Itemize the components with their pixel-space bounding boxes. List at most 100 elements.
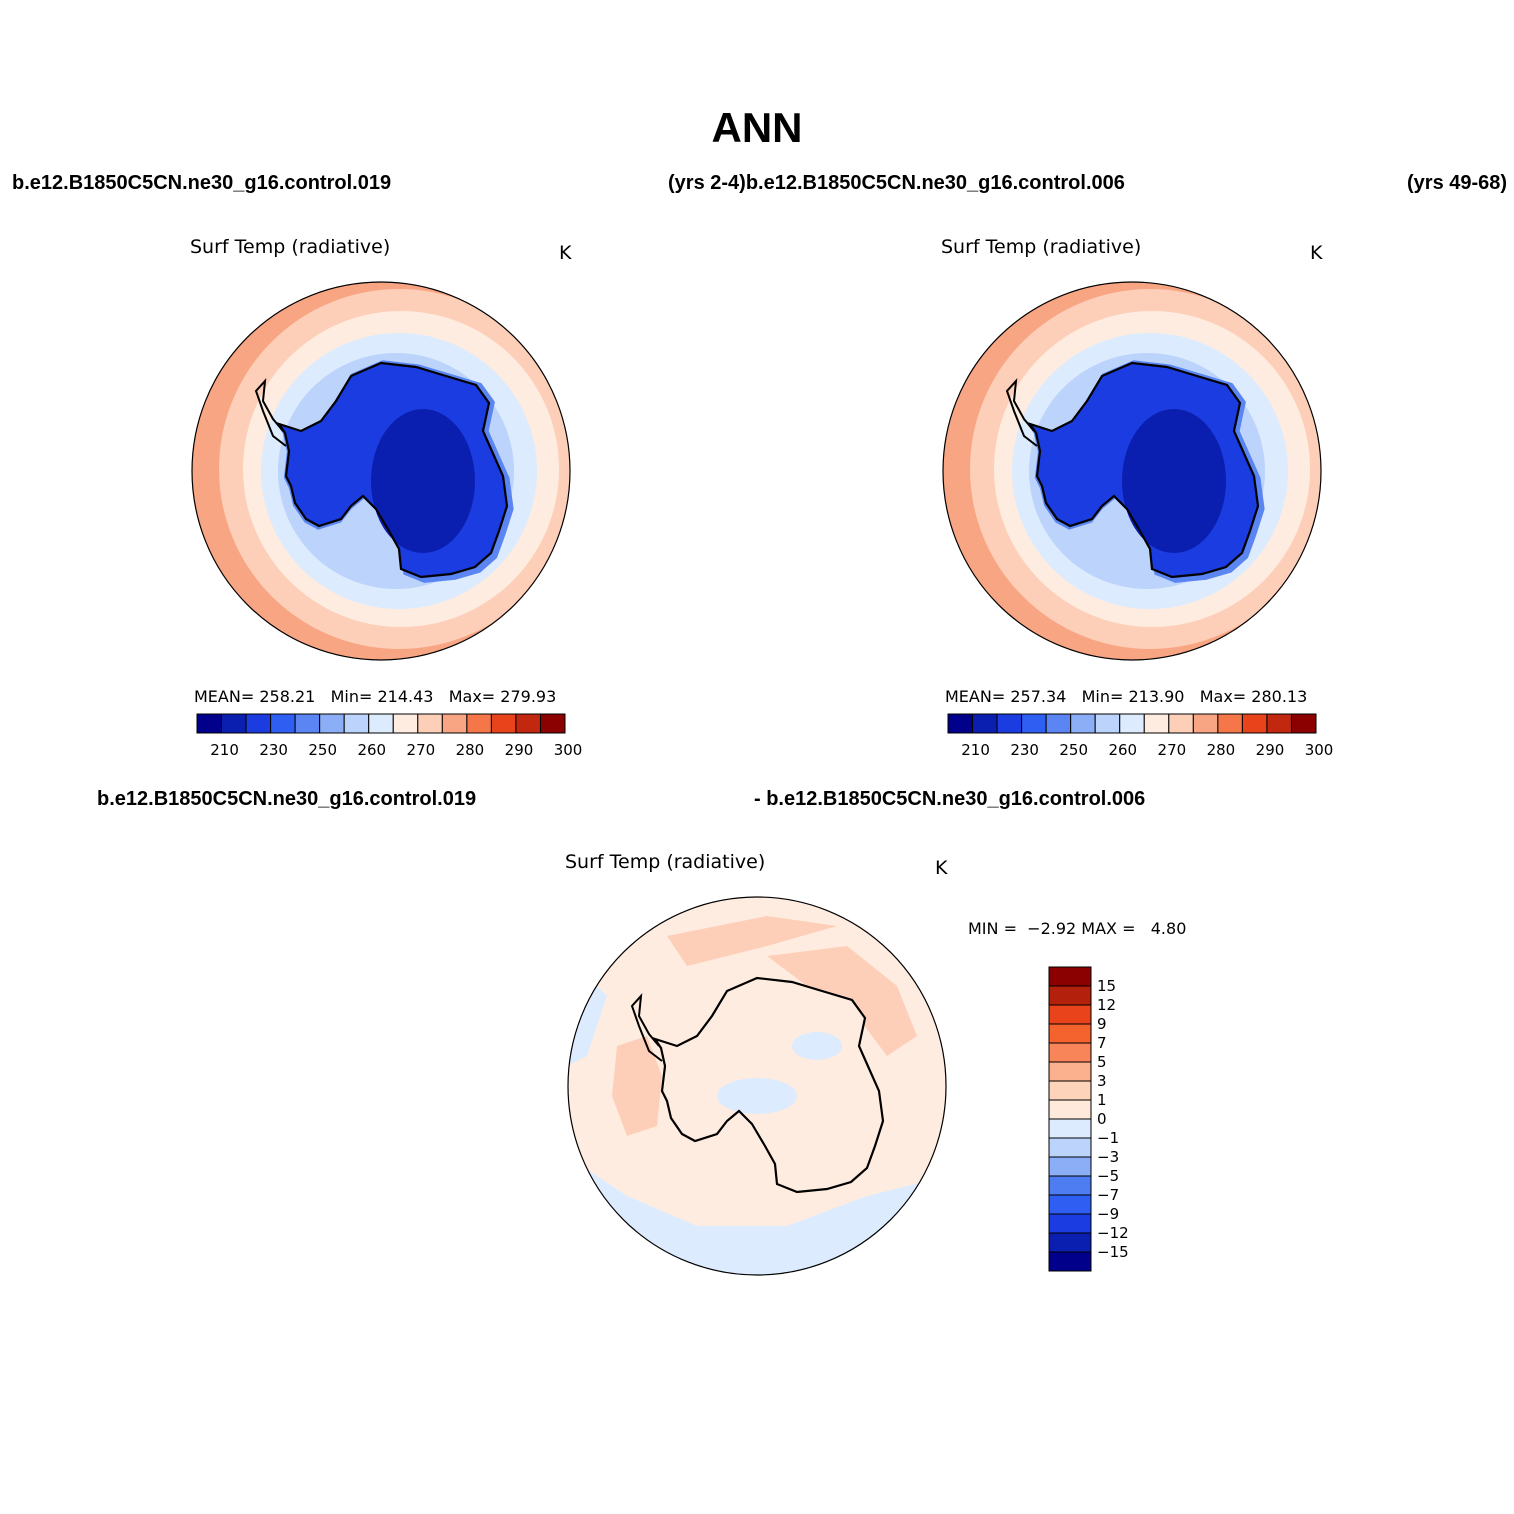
panel2-polar-map bbox=[942, 281, 1322, 661]
panel1-mean-label: MEAN= bbox=[194, 687, 255, 706]
negative-anomaly-interior bbox=[717, 1078, 797, 1114]
polar-plateau bbox=[371, 409, 475, 553]
panel2-max-value: 280.13 bbox=[1251, 687, 1308, 706]
colorbar-swatch bbox=[1048, 1080, 1092, 1101]
panel3-min-value: −2.92 bbox=[1027, 919, 1077, 938]
colorbar-tick-label: 260 bbox=[1108, 741, 1137, 759]
colorbar-swatch bbox=[1021, 713, 1047, 734]
colorbar-swatch bbox=[1266, 713, 1292, 734]
colorbar-tick-label: 9 bbox=[1097, 1015, 1107, 1033]
colorbar-tick-label: 250 bbox=[308, 741, 337, 759]
colorbar-tick-label: 1 bbox=[1097, 1091, 1107, 1109]
colorbar-swatch bbox=[1048, 1213, 1092, 1234]
coastline bbox=[276, 361, 509, 579]
page-title: ANN bbox=[711, 104, 803, 151]
colorbar-tick-label: 230 bbox=[1010, 741, 1039, 759]
panel2-units: K bbox=[1310, 242, 1323, 264]
panel2-stats: MEAN= 257.34 Min= 213.90 Max= 280.13 bbox=[945, 687, 1307, 706]
colorbar-tick-label: 270 bbox=[407, 741, 436, 759]
panel1-units: K bbox=[559, 242, 572, 264]
panel1-title: Surf Temp (radiative) bbox=[190, 236, 391, 258]
colorbar-swatch bbox=[294, 713, 321, 734]
colorbar-swatch bbox=[1048, 1061, 1092, 1082]
colorbar-swatch bbox=[1048, 1099, 1092, 1120]
panel1-mean-value: 258.21 bbox=[259, 687, 316, 706]
colorbar-swatch bbox=[196, 713, 223, 734]
panel1-stats: MEAN= 258.21 Min= 214.43 Max= 279.93 bbox=[194, 687, 556, 706]
colorbar-swatch bbox=[1290, 713, 1317, 734]
colorbar-tick-label: 290 bbox=[505, 741, 534, 759]
peninsula-coast bbox=[1005, 378, 1038, 447]
colorbar-swatch bbox=[1070, 713, 1096, 734]
colorbar-swatch bbox=[221, 713, 247, 734]
colorbar-tick-label: 15 bbox=[1097, 977, 1116, 995]
case-label-top-right: (yrs 49-68) bbox=[1407, 172, 1507, 194]
colorbar-tick-label: −3 bbox=[1097, 1148, 1119, 1166]
colorbar-swatch bbox=[1048, 1023, 1092, 1044]
colorbar-swatch bbox=[466, 713, 492, 734]
colorbar-tick-label: 7 bbox=[1097, 1034, 1107, 1052]
colorbar-tick-label: 210 bbox=[961, 741, 990, 759]
colorbar-swatch bbox=[1168, 713, 1194, 734]
colorbar-tick-label: 290 bbox=[1256, 741, 1285, 759]
colorbar-swatch bbox=[996, 713, 1023, 734]
colorbar-tick-label: −12 bbox=[1097, 1224, 1129, 1242]
colorbar-tick-label: 300 bbox=[1305, 741, 1334, 759]
panel1-min-value: 214.43 bbox=[377, 687, 434, 706]
colorbar-swatch bbox=[1048, 1156, 1092, 1177]
map-border bbox=[191, 281, 571, 661]
colorbar-swatch bbox=[270, 713, 296, 734]
panel3-units: K bbox=[935, 857, 948, 879]
colorbar-tick-label: 260 bbox=[357, 741, 386, 759]
case-label-top-left: b.e12.B1850C5CN.ne30_g16.control.019 bbox=[12, 172, 392, 194]
colorbar-swatch bbox=[1048, 1004, 1092, 1025]
panel1-max-value: 279.93 bbox=[500, 687, 557, 706]
colorbar-swatch bbox=[245, 713, 272, 734]
panel2-mean-value: 257.34 bbox=[1010, 687, 1067, 706]
peninsula-coast bbox=[630, 993, 663, 1062]
panel1-max-label: Max= bbox=[448, 687, 496, 706]
case-label-bottom-center: - b.e12.B1850C5CN.ne30_g16.control.006 bbox=[754, 788, 1146, 810]
colorbar-swatch bbox=[1048, 1042, 1092, 1063]
colorbar-swatch bbox=[1241, 713, 1268, 734]
colorbar-swatch bbox=[392, 713, 419, 734]
coastline bbox=[1027, 361, 1260, 579]
colorbar-swatch bbox=[343, 713, 370, 734]
panel3-title: Surf Temp (radiative) bbox=[565, 851, 766, 873]
case-label-bottom-left: b.e12.B1850C5CN.ne30_g16.control.019 bbox=[97, 788, 477, 810]
colorbar-tick-label: 270 bbox=[1158, 741, 1187, 759]
colorbar-tick-label: −15 bbox=[1097, 1243, 1129, 1261]
polar-plateau bbox=[1122, 409, 1226, 553]
colorbar-tick-label: 0 bbox=[1097, 1110, 1107, 1128]
colorbar-swatch bbox=[319, 713, 345, 734]
panel3-stats: MIN = −2.92 MAX = 4.80 bbox=[968, 919, 1186, 938]
negative-anomaly-plateau bbox=[792, 1032, 842, 1060]
colorbar-swatch bbox=[1094, 713, 1121, 734]
panel1-min-label: Min= bbox=[330, 687, 373, 706]
colorbar-tick-label: −5 bbox=[1097, 1167, 1119, 1185]
colorbar-swatch bbox=[972, 713, 998, 734]
positive-anomaly-north bbox=[667, 916, 837, 966]
colorbar-swatch bbox=[1048, 1137, 1092, 1158]
colorbar-swatch bbox=[539, 713, 566, 734]
panel2-title: Surf Temp (radiative) bbox=[941, 236, 1142, 258]
colorbar-swatch bbox=[1048, 1175, 1092, 1196]
peninsula-coast bbox=[254, 378, 287, 447]
colorbar-swatch bbox=[441, 713, 468, 734]
colorbar-swatch bbox=[1048, 966, 1092, 987]
panel2-min-label: Min= bbox=[1081, 687, 1124, 706]
case-label-top-center: (yrs 2-4)b.e12.B1850C5CN.ne30_g16.contro… bbox=[668, 172, 1125, 194]
colorbar-tick-label: 3 bbox=[1097, 1072, 1107, 1090]
colorbar-swatch bbox=[368, 713, 394, 734]
colorbar-swatch bbox=[1048, 1251, 1092, 1272]
panel3-polar-map bbox=[567, 896, 947, 1276]
colorbar-swatch bbox=[1048, 1194, 1092, 1215]
colorbar-swatch bbox=[1217, 713, 1243, 734]
colorbar-tick-label: −7 bbox=[1097, 1186, 1119, 1204]
colorbar-tick-label: 230 bbox=[259, 741, 288, 759]
colorbar-tick-label: 300 bbox=[554, 741, 583, 759]
colorbar-swatch bbox=[1192, 713, 1219, 734]
panel1-colorbar: 210 230 250 260 270 280 290 300 bbox=[196, 713, 582, 759]
negative-anomaly-south bbox=[568, 1156, 946, 1275]
